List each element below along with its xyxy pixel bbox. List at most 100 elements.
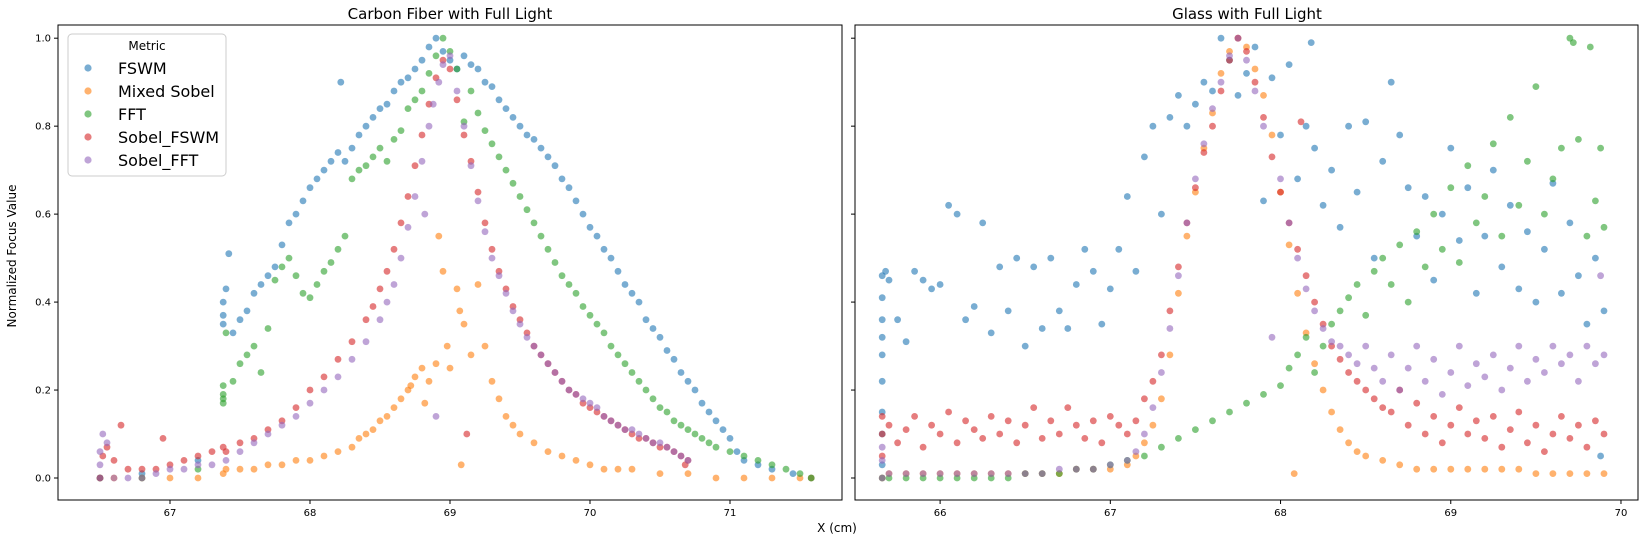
data-point <box>166 474 174 482</box>
data-point <box>919 276 927 284</box>
data-point <box>457 461 465 469</box>
data-point <box>362 430 370 438</box>
data-point <box>1200 149 1208 156</box>
legend-marker <box>84 110 92 118</box>
data-point <box>719 426 727 433</box>
data-point <box>684 377 692 385</box>
data-point <box>1387 408 1395 416</box>
data-point <box>987 413 995 420</box>
data-point <box>558 272 566 280</box>
data-point <box>180 465 188 473</box>
data-point <box>166 465 174 473</box>
data-point <box>1047 417 1055 425</box>
data-point <box>411 65 419 73</box>
data-point <box>1455 404 1463 411</box>
data-point <box>1498 443 1506 451</box>
data-point <box>460 320 468 328</box>
data-point <box>1498 386 1506 394</box>
data-point <box>600 245 608 253</box>
data-point <box>1396 241 1404 249</box>
data-point <box>1597 452 1604 460</box>
y-tick-label: 0.4 <box>35 298 51 309</box>
data-point <box>1515 465 1523 473</box>
data-point <box>467 162 475 170</box>
y-tick-label: 1.0 <box>35 34 51 45</box>
data-point <box>579 395 587 403</box>
legend-label: FSWM <box>118 59 167 78</box>
data-point <box>1149 421 1157 429</box>
data-point <box>970 470 978 477</box>
data-point <box>264 325 272 332</box>
data-point <box>1294 289 1301 297</box>
data-point <box>1430 276 1438 284</box>
data-point <box>488 83 496 90</box>
data-point <box>1268 333 1276 341</box>
data-point <box>313 175 321 183</box>
data-point <box>656 439 664 447</box>
data-point <box>1515 285 1523 293</box>
data-point <box>432 34 440 42</box>
data-point <box>962 417 969 425</box>
data-point <box>1081 435 1089 442</box>
data-point <box>523 131 531 139</box>
data-point <box>456 307 464 315</box>
data-point <box>236 360 244 368</box>
data-point <box>1115 421 1123 429</box>
data-point <box>712 474 720 482</box>
data-point <box>285 219 293 227</box>
data-point <box>1592 254 1599 262</box>
series-sobel-fft-glass <box>878 34 1608 482</box>
legend-marker <box>84 64 92 72</box>
data-point <box>421 399 429 407</box>
data-point <box>376 316 384 324</box>
data-point <box>1583 443 1591 451</box>
data-point <box>621 360 629 368</box>
panel-title-carbon-fiber: Carbon Fiber with Full Light <box>348 5 553 23</box>
data-point <box>219 320 227 328</box>
data-point <box>117 421 125 429</box>
data-point <box>264 461 272 469</box>
data-point <box>1277 382 1284 389</box>
data-point <box>124 474 132 482</box>
data-point <box>649 395 657 403</box>
data-point <box>383 157 391 165</box>
data-point <box>236 465 244 473</box>
data-point <box>1481 373 1489 381</box>
data-point <box>1481 435 1489 442</box>
y-axis-label: Normalized Focus Value <box>5 185 19 328</box>
data-point <box>1166 114 1174 121</box>
data-point <box>1183 122 1191 130</box>
data-point <box>516 122 524 130</box>
data-point <box>1072 281 1080 288</box>
data-point <box>635 377 643 385</box>
data-point <box>1294 175 1301 183</box>
data-point <box>306 386 314 394</box>
data-point <box>928 421 935 429</box>
data-point <box>1566 351 1574 359</box>
data-point <box>642 386 650 394</box>
data-point <box>936 430 944 438</box>
data-point <box>439 267 447 275</box>
data-point <box>1524 157 1531 165</box>
data-point <box>194 452 202 460</box>
data-point <box>1098 439 1106 447</box>
data-point <box>404 193 412 200</box>
data-point <box>369 426 377 433</box>
data-point <box>348 338 356 346</box>
data-point <box>1251 43 1259 51</box>
data-point <box>878 351 886 359</box>
data-point <box>878 413 886 420</box>
data-point <box>1362 386 1370 394</box>
data-point <box>1192 426 1199 433</box>
data-point <box>1345 122 1352 130</box>
data-point <box>110 474 118 482</box>
data-point <box>1575 136 1582 143</box>
data-point <box>684 426 692 433</box>
data-point <box>1030 263 1038 271</box>
data-point <box>530 219 538 227</box>
data-point <box>1055 307 1063 315</box>
data-point <box>1072 421 1080 429</box>
data-point <box>593 320 601 328</box>
data-point <box>236 448 244 455</box>
data-point <box>1217 78 1225 86</box>
